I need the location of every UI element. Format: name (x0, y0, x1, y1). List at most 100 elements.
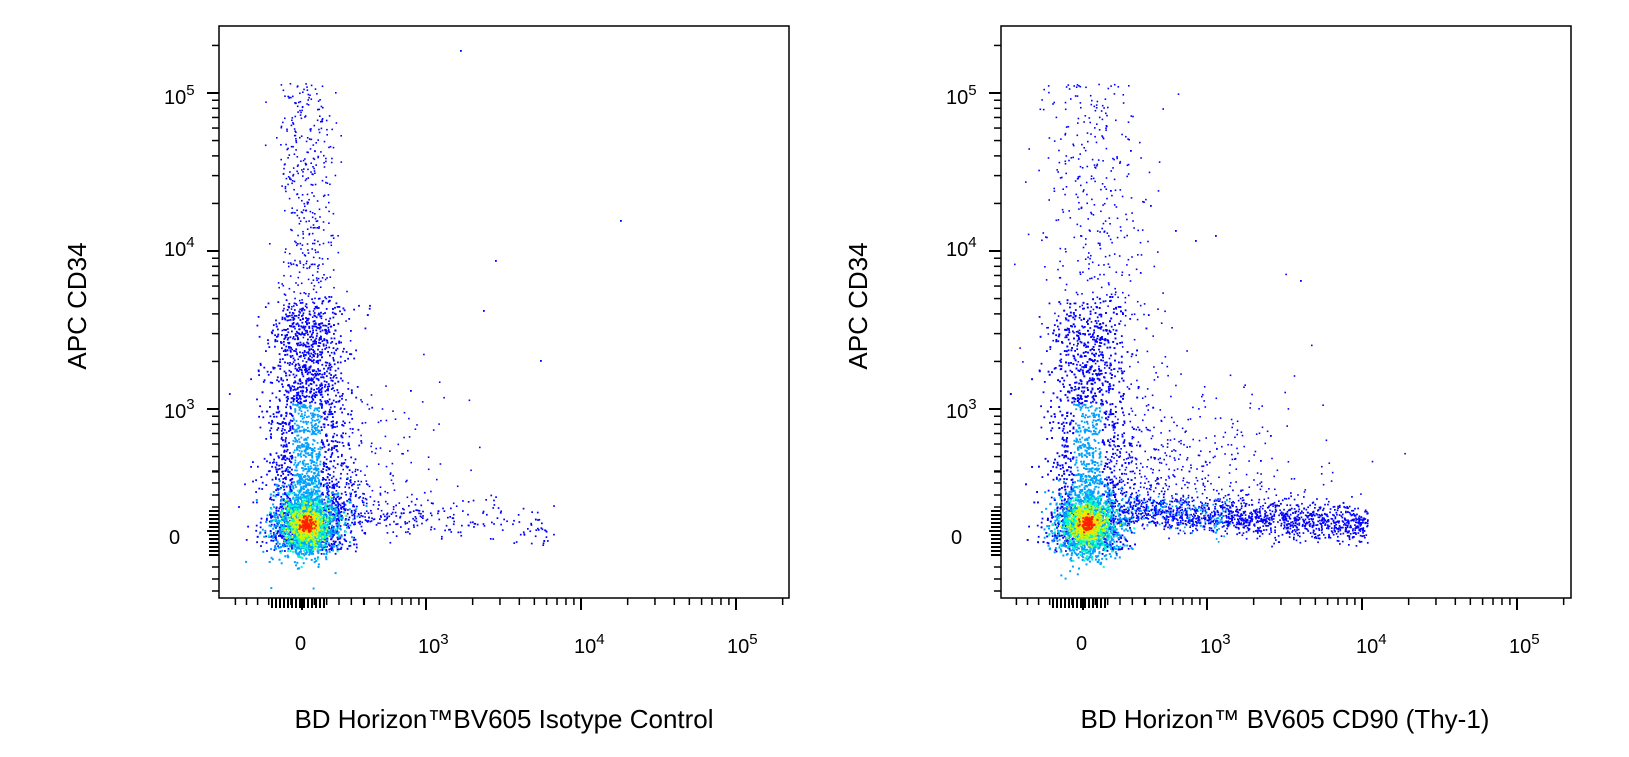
event-dot (309, 550, 312, 553)
event-dot (300, 343, 303, 346)
event-dot (301, 487, 304, 490)
event-dot (317, 508, 320, 511)
event-dot (312, 553, 315, 555)
event-dot (334, 329, 337, 332)
event-dot (286, 516, 289, 519)
event-dot (313, 440, 316, 442)
event-dot (311, 550, 314, 553)
event-dot (308, 524, 311, 527)
event-dot (303, 431, 305, 434)
event-dot (296, 165, 299, 167)
event-dot (295, 552, 298, 555)
event-dot (348, 541, 351, 544)
event-dot (276, 429, 279, 431)
event-dot (306, 452, 308, 455)
event-dot (288, 490, 291, 493)
event-dot (308, 368, 311, 371)
event-dot (306, 516, 309, 519)
event-dot (306, 351, 308, 354)
event-dot (268, 561, 271, 563)
event-dot (302, 544, 305, 546)
event-dot (313, 170, 316, 172)
event-dot (302, 485, 305, 488)
event-dot (305, 525, 308, 528)
event-dot (335, 497, 337, 500)
event-dot (307, 501, 310, 504)
event-dot (366, 314, 369, 316)
event-dot (317, 512, 320, 515)
event-dot (319, 393, 322, 396)
event-dot (298, 397, 301, 399)
event-dot (290, 505, 293, 508)
event-dot (323, 524, 326, 527)
event-dot (277, 301, 280, 303)
event-dot (340, 372, 343, 375)
event-dot (296, 506, 299, 509)
event-dot (317, 373, 320, 376)
event-dot (338, 340, 341, 343)
event-dot (299, 548, 302, 551)
event-dot (286, 319, 289, 322)
event-dot (311, 395, 314, 397)
event-dot (321, 302, 324, 305)
event-dot (294, 409, 297, 412)
event-dot (274, 537, 277, 540)
event-dot (320, 120, 323, 123)
event-dot (303, 537, 305, 540)
event-dot (316, 548, 319, 550)
event-dot (305, 491, 308, 494)
event-dot (302, 534, 305, 537)
event-dot (294, 130, 296, 132)
event-dot (290, 413, 293, 415)
event-dot (286, 500, 289, 503)
event-dot (321, 518, 323, 521)
event-dot (293, 381, 295, 384)
event-dot (292, 389, 295, 391)
event-dot (307, 168, 309, 171)
event-dot (326, 487, 329, 490)
event-dot (303, 168, 305, 170)
event-dot (273, 514, 276, 516)
event-dot (317, 251, 319, 253)
event-dot (273, 415, 275, 418)
event-dot (326, 128, 328, 131)
event-dot (284, 209, 286, 212)
event-dot (273, 516, 276, 519)
event-dot (349, 495, 352, 498)
event-dot (317, 542, 320, 545)
event-dot (300, 248, 302, 250)
event-dot (348, 527, 350, 529)
event-dot (327, 351, 329, 353)
event-dot (288, 364, 291, 366)
event-dot (330, 507, 333, 510)
event-dot (305, 541, 308, 544)
event-dot (270, 539, 273, 542)
event-dot (313, 376, 316, 379)
event-dot (336, 347, 339, 350)
event-dot (270, 433, 272, 436)
event-dot (321, 340, 324, 342)
event-dot (330, 424, 333, 427)
event-dot (305, 303, 308, 305)
event-dot (342, 424, 345, 427)
event-dot (299, 292, 302, 295)
event-dot (311, 477, 314, 480)
event-dot (305, 463, 307, 466)
event-dot (306, 442, 308, 444)
event-dot (310, 516, 312, 518)
event-dot (283, 444, 286, 447)
event-dot (296, 544, 299, 547)
event-dot (307, 465, 310, 468)
event-dot (302, 175, 304, 177)
event-dot (310, 462, 313, 465)
event-dot (316, 533, 319, 536)
event-dot (299, 302, 302, 304)
event-dot (327, 194, 330, 196)
event-dot (282, 499, 285, 502)
event-dot (347, 388, 350, 390)
event-dot (281, 543, 284, 546)
event-dot (285, 512, 288, 515)
event-dot (291, 474, 294, 476)
event-dot (312, 351, 315, 354)
event-dot (324, 523, 327, 526)
